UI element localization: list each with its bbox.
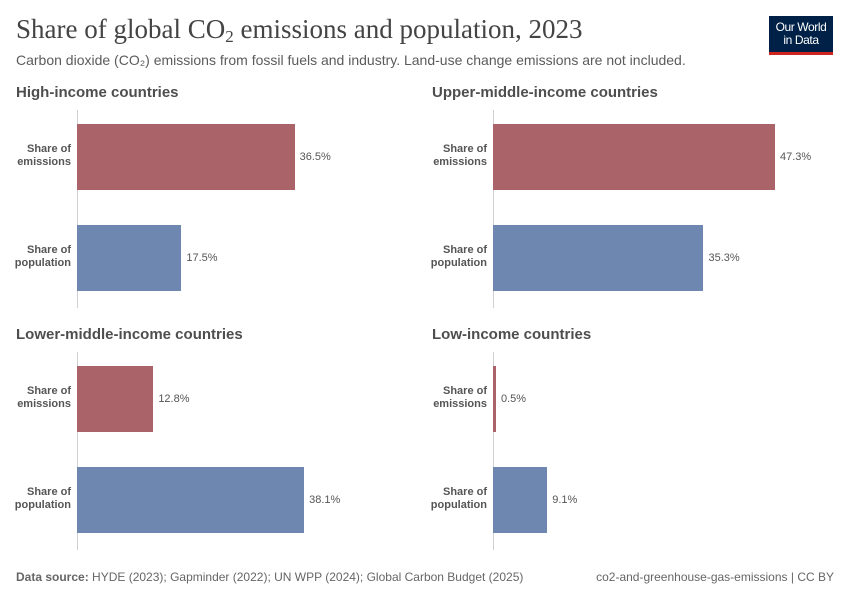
source-text: HYDE (2023); Gapminder (2022); UN WPP (2… (88, 570, 524, 584)
population-bar (77, 225, 182, 291)
panel-axis (77, 110, 78, 308)
logo-line-1: Our World (775, 20, 827, 34)
category-label: Share of emissions (17, 385, 71, 410)
population-bar (493, 467, 548, 533)
chart-subtitle: Carbon dioxide (CO₂) emissions from foss… (16, 52, 686, 68)
logo-line-2: in Data (783, 33, 819, 47)
category-label: Share of population (14, 486, 71, 511)
value-label: 12.8% (158, 393, 190, 405)
title-text-rest: emissions and population, 2023 (233, 14, 583, 44)
source-label: Data source: (16, 570, 89, 584)
value-label: 9.1% (552, 494, 578, 506)
panel-title: Upper-middle-income countries (432, 84, 658, 101)
panel-axis (493, 352, 494, 550)
panel-axis (493, 110, 494, 308)
panel-axis (77, 352, 78, 550)
category-label: Share of emissions (17, 143, 71, 168)
emissions-bar (493, 124, 775, 190)
value-label: 17.5% (186, 252, 218, 264)
value-label: 36.5% (299, 151, 331, 163)
population-bar (77, 467, 305, 533)
category-label: Share of population (430, 244, 487, 269)
value-label: 0.5% (500, 393, 527, 405)
value-label: 35.3% (708, 252, 740, 264)
category-label: Share of emissions (433, 385, 487, 410)
value-label: 38.1% (309, 494, 341, 506)
value-label: 47.3% (780, 151, 812, 163)
title-text: Share of global CO (16, 14, 226, 44)
owid-logo[interactable]: Our World in Data (769, 16, 833, 55)
chart-title: Share of global CO2 emissions and popula… (16, 14, 582, 47)
panel-title: High-income countries (16, 84, 179, 101)
emissions-bar (77, 366, 154, 432)
panel-title: Lower-middle-income countries (16, 326, 243, 343)
category-label: Share of population (14, 244, 71, 269)
title-subscript: 2 (225, 27, 234, 46)
panel-title: Low-income countries (432, 326, 592, 343)
emissions-bar (493, 366, 496, 432)
data-source: Data source: HYDE (2023); Gapminder (202… (16, 570, 523, 584)
category-label: Share of emissions (433, 143, 487, 168)
category-label: Share of population (430, 486, 487, 511)
chart-url-license[interactable]: co2-and-greenhouse-gas-emissions | CC BY (596, 570, 834, 584)
population-bar (493, 225, 704, 291)
emissions-bar (77, 124, 295, 190)
